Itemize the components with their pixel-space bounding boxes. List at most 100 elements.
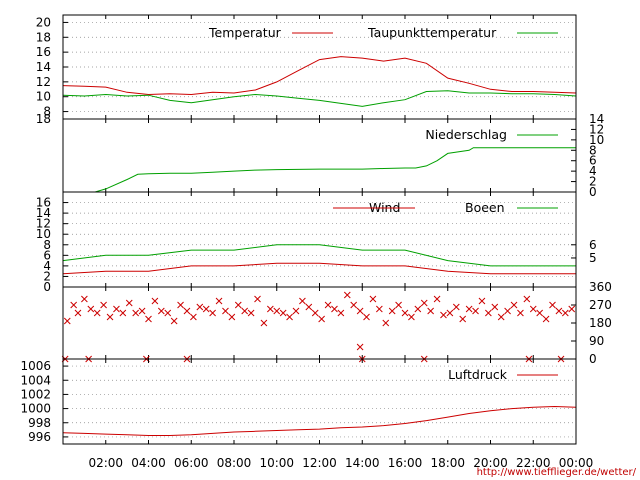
wind-direction-point [234,301,242,309]
wind-direction-point [324,301,332,309]
wind-direction-point [318,315,325,323]
wind-direction-point [100,301,107,309]
legend-label: Niederschlag [425,127,507,142]
wind-direction-point [542,315,550,323]
wind-direction-point [279,309,287,317]
wind-direction-point [151,297,159,305]
wind-direction-point [292,307,300,315]
wind-direction-point [331,305,338,313]
legend-label: Taupunkttemperatur [367,25,497,40]
x-tick-label: 12:00 [302,456,337,470]
y-right-tick-label: 90 [589,334,604,348]
y-right-tick-label: 0 [589,352,597,366]
wind-direction-point [382,319,390,327]
wind-direction-point [157,307,165,315]
y-tick-label: 6 [43,248,51,262]
wind-direction-point [356,343,364,351]
wind-direction-point [549,301,556,309]
wind-direction-point [311,309,319,317]
wind-direction-point [113,305,120,313]
wind-direction-point [555,307,563,315]
y-tick-label: 16 [36,45,51,59]
wind-direction-point [196,303,204,311]
x-tick-label: 18:00 [430,456,465,470]
wind-direction-point [363,313,370,321]
x-tick-label: 00:00 [559,456,594,470]
wind-direction-point [164,309,172,317]
wind-direction-point [299,297,306,305]
wind-direction-point [414,305,422,313]
temperatur-line [62,56,577,96]
wind-direction-point [74,309,82,317]
x-tick-label: 08:00 [217,456,252,470]
y-tick-label: 14 [36,206,51,220]
wind-direction-point [119,309,127,317]
niederschlag-line [63,147,576,193]
wind-direction-point [87,305,95,313]
wind-direction-point [440,311,447,319]
wind-direction-point [343,291,351,299]
y-right-tick-label: 0 [589,185,597,199]
wind-direction-point [510,301,518,309]
wind-direction-point [568,305,576,313]
y-tick-label: 1004 [20,373,51,387]
wind-direction-point [472,307,479,315]
y-right-tick-label: 360 [589,280,612,294]
wind-direction-point [465,305,473,313]
y-tick-label: 12 [36,217,51,231]
x-tick-label: 10:00 [259,456,294,470]
wind-direction-point [266,305,274,313]
wind-direction-point [132,309,140,317]
y-tick-label: 2 [43,269,51,283]
wind-direction-point [337,309,345,317]
y-right-tick-label: 10 [589,133,604,147]
wind-direction-point [106,313,114,321]
wind-direction-point [190,313,197,321]
wind-direction-point [459,315,467,323]
y-tick-label: 996 [28,430,51,444]
y-tick-label: 10 [36,90,51,104]
y-right-tick-label: 2 [589,175,597,189]
y-right-tick-label: 4 [589,164,597,178]
footer-url[interactable]: http://www.tiefflieger.de/wetter/ [477,467,637,478]
y-right-tick-label: 6 [589,238,597,252]
wind-direction-point [215,297,223,305]
wind-direction-point [433,295,441,303]
x-tick-label: 06:00 [174,456,209,470]
x-tick-label: 04:00 [131,456,166,470]
wind-line [62,262,576,275]
wind-direction-point [388,307,396,315]
wind_direction-panel: 0 90 180 270 360 [61,280,612,366]
wind-direction-point [369,295,377,303]
x-tick-label: 20:00 [473,456,508,470]
panel-frame [62,286,577,360]
wind-direction-point [145,315,152,323]
wind-direction-point [273,307,281,315]
wind-direction-point [202,305,210,313]
x-tick-label: 14:00 [345,456,380,470]
wind-direction-point [241,307,249,315]
wind-direction-point [491,303,499,311]
x-tick-label: 02:00 [88,456,123,470]
wind-direction-point [183,307,191,315]
x-tick-label: 22:00 [516,456,551,470]
x-tick-label: 16:00 [388,456,423,470]
wind-direction-point [70,301,78,309]
y-tick-label: 16 [36,196,51,210]
wind-direction-point [254,295,261,303]
y-right-tick-label: 180 [589,316,612,330]
wind-direction-point [222,307,229,315]
wind-direction-point [497,313,505,321]
y-tick-label: 8 [43,238,51,252]
y-tick-label: 998 [28,416,51,430]
wind-direction-point [170,317,178,325]
wind-direction-point [561,309,569,317]
boeen-line [62,244,576,267]
panel-frame [62,358,577,445]
wind-direction-point [478,297,486,305]
wind-direction-point [209,309,216,317]
wind-direction-point [93,309,101,317]
y-tick-label: 1002 [20,387,51,401]
